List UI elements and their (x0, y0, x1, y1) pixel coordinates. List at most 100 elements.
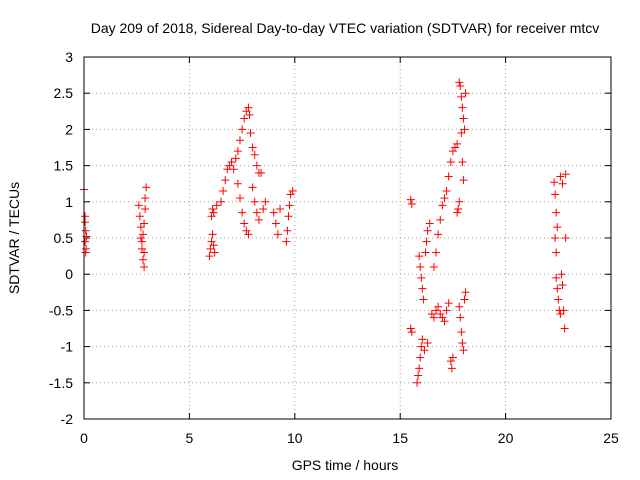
data-point (422, 237, 431, 246)
data-point (442, 186, 451, 195)
data-point (459, 346, 468, 355)
data-point (140, 219, 149, 228)
data-point (233, 179, 242, 188)
data-point (458, 338, 467, 347)
data-point (417, 273, 426, 282)
grid-layer (84, 57, 611, 419)
data-point (242, 226, 251, 235)
data-point (271, 219, 280, 228)
data-point (556, 172, 565, 181)
data-point (141, 205, 150, 214)
data-point (221, 176, 230, 185)
y-tick-label: 2.5 (54, 85, 74, 101)
data-point (455, 302, 464, 311)
data-point (558, 179, 567, 188)
y-axis-label: SDTVAR / TECUs (6, 182, 22, 294)
data-point (455, 197, 464, 206)
data-point (273, 230, 282, 239)
data-point (141, 194, 150, 203)
data-point (440, 194, 449, 203)
data-point (456, 313, 465, 322)
data-point (248, 143, 257, 152)
data-point (254, 215, 263, 224)
data-point (461, 288, 470, 297)
plot-frame (83, 56, 612, 420)
data-point (235, 136, 244, 145)
tick-layer: 0 5 10 15 20 25 -2 -1.5 -1 -0.5 0 0.5 1 1.5 2 2.5 3 (49, 49, 619, 446)
data-point (461, 89, 470, 98)
data-point (429, 313, 438, 322)
data-point (81, 226, 90, 235)
data-point (458, 157, 467, 166)
data-point (419, 295, 428, 304)
data-point (553, 284, 562, 293)
data-point (554, 295, 563, 304)
data-point (434, 230, 443, 239)
data-point (209, 241, 218, 250)
data-point (140, 262, 149, 271)
data-point (244, 230, 253, 239)
chart-title: Day 209 of 2018, Sidereal Day-to-day VTE… (91, 20, 600, 36)
y-tick-label: 1 (65, 194, 73, 210)
data-point (240, 114, 249, 123)
y-tick-label: 1.5 (54, 158, 74, 174)
data-point (134, 201, 143, 210)
data-point (210, 248, 219, 257)
y-tick-label: -1.5 (49, 375, 73, 391)
data-point (225, 161, 234, 170)
data-point (448, 147, 457, 156)
data-point (552, 208, 561, 217)
data-point (457, 129, 466, 138)
data-point (406, 195, 415, 204)
data-point (429, 262, 438, 271)
data-point (458, 103, 467, 112)
data-point (252, 208, 261, 217)
data-point (420, 346, 429, 355)
data-point (444, 172, 453, 181)
data-point (432, 248, 441, 257)
data-point (446, 357, 455, 366)
data-points (80, 78, 570, 387)
data-point (436, 310, 445, 319)
data-point (460, 295, 469, 304)
data-point (453, 139, 462, 148)
data-point (440, 317, 449, 326)
data-point (553, 223, 562, 232)
data-point (219, 186, 228, 195)
data-point (139, 230, 148, 239)
data-point (212, 201, 221, 210)
data-point (414, 371, 423, 380)
data-point (456, 81, 465, 90)
data-point (238, 125, 247, 134)
data-point (459, 114, 468, 123)
data-point (558, 281, 567, 290)
data-point (81, 237, 90, 246)
data-point (207, 212, 216, 221)
data-point (451, 143, 460, 152)
data-point (438, 313, 447, 322)
data-point (561, 234, 570, 242)
data-point (208, 230, 217, 239)
data-point (227, 157, 236, 166)
data-point (286, 190, 295, 199)
data-point (229, 165, 238, 174)
data-point (261, 197, 270, 206)
data-point (448, 353, 457, 362)
data-point (252, 161, 261, 170)
data-point (257, 168, 266, 177)
data-point (444, 299, 453, 308)
data-point (418, 335, 427, 344)
x-tick-label: 10 (287, 430, 303, 446)
data-point (560, 324, 569, 333)
data-point (233, 147, 242, 156)
data-point (250, 197, 259, 206)
y-tick-label: 0 (65, 266, 73, 282)
data-point (416, 262, 425, 271)
data-point (454, 205, 463, 214)
data-point (136, 234, 145, 242)
data-point (209, 208, 218, 217)
data-point (432, 306, 441, 315)
data-point (446, 157, 455, 166)
data-point (459, 176, 468, 185)
